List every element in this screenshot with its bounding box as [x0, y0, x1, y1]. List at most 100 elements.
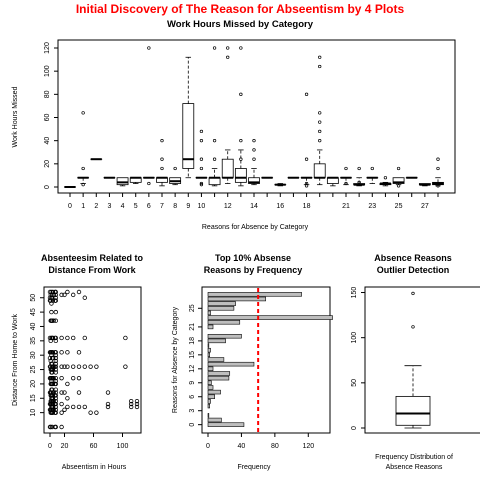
scatter-x-tick-label: 20 — [61, 443, 69, 450]
boxplot-box — [249, 139, 260, 184]
boxplot-outlier — [161, 167, 164, 170]
boxplot-outlier — [318, 139, 321, 142]
bar — [208, 381, 211, 385]
bar — [208, 320, 240, 324]
scatter-point — [66, 336, 70, 340]
boxplot-outlier — [345, 167, 348, 170]
bar-x-tick-label: 120 — [302, 443, 314, 450]
boxplot-x-tick-label: 4 — [121, 203, 125, 210]
scatter-y-tick-label: 25 — [30, 366, 37, 374]
bar — [208, 334, 241, 338]
boxplot-xlabel: Reasons for Absence by Category — [202, 224, 309, 231]
outlier-xlabel-line-2: Absence Reasons — [386, 464, 443, 471]
bar — [208, 413, 209, 417]
scatter-point — [95, 411, 99, 415]
outlier-title-line-1: Absence Reasons — [374, 253, 452, 263]
boxplot-outlier — [213, 158, 216, 161]
boxplot-box — [143, 47, 154, 185]
scatter-point — [89, 411, 93, 415]
boxplot-outlier — [437, 167, 440, 170]
frequency-barchart: Top 10% Absense Reasons by Frequency 0 40… — [172, 253, 333, 471]
outlier-y-tick-label: 150 — [351, 287, 358, 299]
boxplot-x-tick-label: 5 — [134, 203, 138, 210]
boxplot-outlier — [161, 139, 164, 142]
boxplot-outlier — [226, 56, 229, 59]
boxplot-x-tick-label: 27 — [421, 203, 429, 210]
scatter-point — [89, 365, 93, 369]
scatter-point — [60, 425, 64, 429]
boxplot-outlier — [213, 47, 216, 50]
scatter-point — [60, 336, 64, 340]
boxplot-outlier — [371, 167, 374, 170]
boxplot-box — [275, 184, 286, 186]
bar-x-tick-label: 40 — [238, 443, 246, 450]
boxplot-outlier — [161, 158, 164, 161]
boxplot-x-tick-label: 1 — [81, 203, 85, 210]
boxplot-ylabel: Work Hours Missed — [12, 86, 19, 147]
boxplot-outlier — [82, 112, 85, 115]
boxplot-x-tick-label: 23 — [368, 203, 376, 210]
outlier-title-line-2: Outlier Detection — [377, 265, 450, 275]
scatter-point — [60, 411, 64, 415]
boxplot-box — [380, 176, 391, 185]
bar — [208, 292, 302, 296]
bar-y-tick-label: 0 — [189, 423, 196, 427]
boxplot-x-tick-label: 2 — [94, 203, 98, 210]
scatter-point — [66, 290, 70, 294]
bar — [208, 404, 210, 408]
boxplot-y-tick-label: 0 — [44, 185, 51, 189]
boxplot-x-tick-label: 16 — [276, 203, 284, 210]
bar — [208, 399, 211, 403]
scatter-axes: 0 20 60 100101520253035404550 — [30, 294, 128, 450]
boxplot-outlier — [253, 158, 256, 161]
boxplot-x-tick-label: 18 — [303, 203, 311, 210]
scatter-point — [71, 405, 75, 409]
scatter-point — [124, 336, 128, 340]
scatter-point — [54, 310, 58, 314]
bar — [208, 316, 333, 320]
scatter-xlabel: Abseentism in Hours — [62, 464, 127, 471]
outlier-iqr — [396, 396, 430, 425]
boxplot-box — [235, 47, 246, 186]
bar — [208, 339, 226, 343]
scatter-y-tick-label: 45 — [30, 308, 37, 316]
boxplot-outlier — [148, 182, 151, 185]
boxplot-box — [314, 56, 325, 185]
bar — [208, 348, 211, 352]
bar — [208, 302, 236, 306]
scatter-point — [63, 408, 67, 412]
scatter-point — [77, 405, 81, 409]
scatter-point — [60, 351, 64, 355]
scatter-y-tick-label: 35 — [30, 337, 37, 345]
boxplot-outlier — [200, 167, 203, 170]
bar — [208, 362, 254, 366]
boxplot-x-tick-label: 14 — [250, 203, 258, 210]
outlier-point — [412, 326, 415, 329]
boxplot-y-tick-label: 60 — [44, 114, 51, 122]
boxplot-x-tick-label: 0 — [68, 203, 72, 210]
scatter-point — [71, 365, 75, 369]
boxplot-y-tick-label: 20 — [44, 160, 51, 168]
bar-marks — [208, 292, 333, 426]
boxplot-x-tick-label: 3 — [107, 203, 111, 210]
boxplot-outlier — [318, 112, 321, 115]
boxplot-box — [433, 158, 444, 187]
scatter-ylabel: Distance From Home to Work — [12, 313, 19, 406]
scatter-point — [71, 293, 75, 297]
bar — [208, 297, 266, 301]
boxplot-box — [393, 167, 404, 187]
boxplot-boxes — [65, 47, 444, 187]
scatter-point — [60, 402, 64, 406]
boxplot-outlier — [318, 56, 321, 59]
outlier-boxplot: Absence Reasons Outlier Detection 0 50 100… — [351, 253, 480, 471]
boxplot-iqr — [209, 178, 220, 185]
scatter-point — [60, 376, 64, 380]
bar-title-line-2: Reasons by Frequency — [204, 265, 303, 275]
distance-scatter: Absenteesim Related to Distance From Wor… — [12, 253, 144, 471]
outlier-point — [412, 292, 415, 295]
scatter-title-line-1: Absenteesim Related to — [41, 253, 144, 263]
boxplot-iqr — [222, 159, 233, 178]
scatter-point — [83, 365, 87, 369]
scatter-point — [77, 290, 81, 294]
bar — [208, 423, 244, 427]
